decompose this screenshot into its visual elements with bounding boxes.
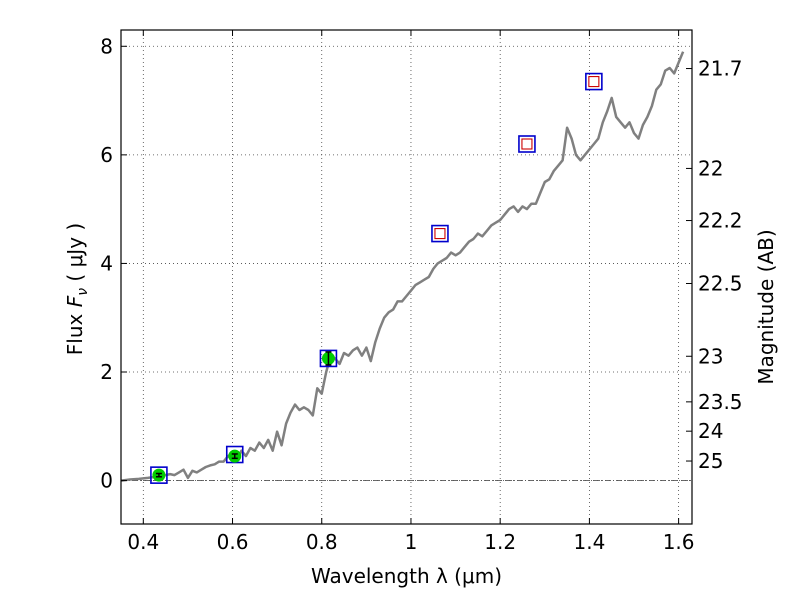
y-tick-label: 8 <box>100 34 113 58</box>
upper-limit-marker <box>521 138 533 150</box>
y2-tick-label: 23.5 <box>698 390 743 414</box>
x-tick-label: 1.4 <box>573 530 605 554</box>
y-label-symbol: F <box>63 295 87 307</box>
y2-tick-label: 21.7 <box>698 57 743 81</box>
upper-limit-marker <box>434 228 446 240</box>
y-tick-label: 4 <box>100 251 113 275</box>
y2-tick-label: 25 <box>698 449 723 473</box>
y-axis-label: Flux Fν ( μJy ) <box>63 223 91 355</box>
ticks-layer: 0.4 0.6 0.8 1 1.2 1.4 1.60246821.72222.222.523… <box>100 30 743 554</box>
y2-tick-label: 22.2 <box>698 209 743 233</box>
model-box-marker <box>518 135 536 153</box>
x-tick-label: 1 <box>405 530 418 554</box>
plot-frame <box>120 29 693 525</box>
model-box-marker <box>150 466 168 484</box>
model-box-marker <box>585 72 603 91</box>
upper-limit-marker <box>588 76 600 88</box>
y2-tick-label: 22 <box>698 156 723 180</box>
x-tick-label: 1.6 <box>663 530 695 554</box>
x-tick-label: 0.6 <box>217 530 249 554</box>
y2-tick-label: 23 <box>698 344 723 368</box>
y-tick-label: 2 <box>100 360 113 384</box>
y-tick-label: 6 <box>100 143 113 167</box>
y2-axis-label: Magnitude (AB) <box>754 229 778 384</box>
x-axis-label: Wavelength λ (μm) <box>311 564 502 588</box>
photometry-layer <box>150 72 603 484</box>
spectrum-line <box>120 51 685 482</box>
model-box-marker <box>431 224 449 243</box>
x-tick-label: 0.4 <box>127 530 159 554</box>
y-label-subscript: ν <box>75 288 91 296</box>
y-label-text: Flux <box>63 307 87 355</box>
y2-tick-label: 24 <box>698 419 723 443</box>
y2-tick-label: 22.5 <box>698 272 743 296</box>
y-label-text: ( μJy ) <box>63 223 87 288</box>
x-tick-label: 1.2 <box>484 530 516 554</box>
x-tick-label: 0.8 <box>306 530 338 554</box>
y-tick-label: 0 <box>100 469 113 493</box>
model-box-marker <box>319 349 338 368</box>
spectrum-layer <box>120 51 685 482</box>
